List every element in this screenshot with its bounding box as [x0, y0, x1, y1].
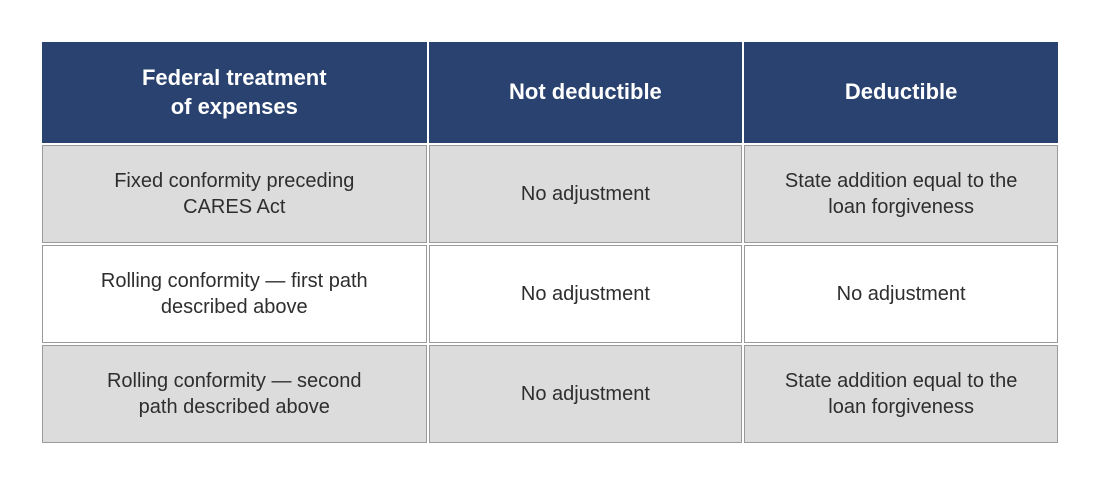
cell-text: No adjustment	[837, 283, 966, 305]
conformity-table: Federal treatment of expenses Not deduct…	[40, 40, 1060, 445]
cell-r1c3: State addition equal to the loan forgive…	[744, 145, 1058, 243]
cell-r3c1: Rolling conformity — second path describ…	[42, 345, 427, 443]
cell-text: State addition equal to the	[765, 368, 1037, 394]
cell-text: Fixed conformity preceding	[63, 168, 406, 194]
table-row: Rolling conformity — first path describe…	[42, 245, 1058, 343]
cell-text: loan forgiveness	[765, 194, 1037, 220]
table-header-row: Federal treatment of expenses Not deduct…	[42, 42, 1058, 143]
header-col-2: Not deductible	[429, 42, 743, 143]
cell-text: State addition equal to the	[765, 168, 1037, 194]
cell-r3c3: State addition equal to the loan forgive…	[744, 345, 1058, 443]
cell-text: loan forgiveness	[765, 394, 1037, 420]
cell-text: Rolling conformity — second	[63, 368, 406, 394]
cell-r3c2: No adjustment	[429, 345, 743, 443]
header-col-1-line2: of expenses	[62, 93, 407, 122]
cell-text: No adjustment	[521, 283, 650, 305]
cell-text: No adjustment	[521, 183, 650, 205]
cell-r1c2: No adjustment	[429, 145, 743, 243]
header-col-1-line1: Federal treatment	[62, 64, 407, 93]
cell-r2c2: No adjustment	[429, 245, 743, 343]
cell-text: No adjustment	[521, 383, 650, 405]
cell-text: described above	[63, 294, 406, 320]
table-row: Fixed conformity preceding CARES Act No …	[42, 145, 1058, 243]
cell-text: Rolling conformity — first path	[63, 268, 406, 294]
header-col-3: Deductible	[744, 42, 1058, 143]
table-row: Rolling conformity — second path describ…	[42, 345, 1058, 443]
cell-r2c1: Rolling conformity — first path describe…	[42, 245, 427, 343]
header-col-1: Federal treatment of expenses	[42, 42, 427, 143]
header-col-3-line1: Deductible	[845, 79, 957, 104]
header-col-2-line1: Not deductible	[509, 79, 662, 104]
cell-text: CARES Act	[63, 194, 406, 220]
cell-text: path described above	[63, 394, 406, 420]
cell-r2c3: No adjustment	[744, 245, 1058, 343]
cell-r1c1: Fixed conformity preceding CARES Act	[42, 145, 427, 243]
